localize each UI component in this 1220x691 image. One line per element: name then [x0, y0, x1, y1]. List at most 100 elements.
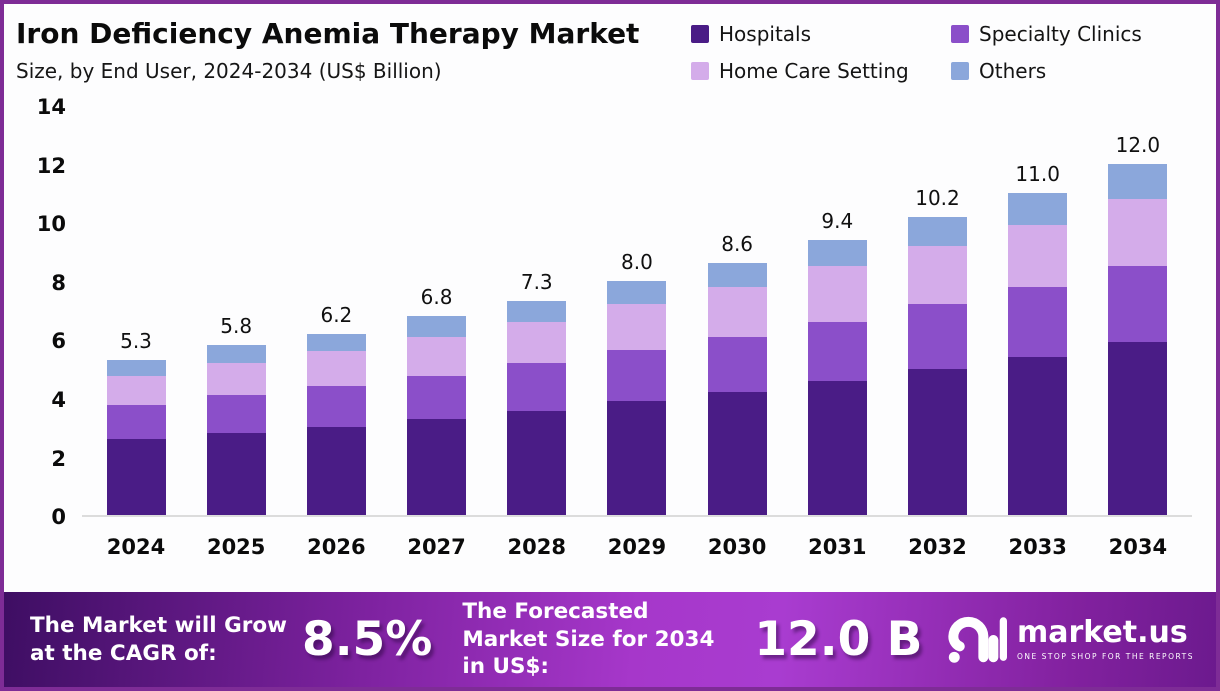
page-title: Iron Deficiency Anemia Therapy Market [16, 17, 640, 50]
x-axis-label: 2030 [707, 535, 767, 560]
x-axis-label: 2032 [908, 535, 967, 560]
segment-hospitals [206, 433, 266, 516]
y-tick-label: 14 [36, 95, 66, 120]
segment-home-care-setting [707, 286, 767, 337]
brand-logo: market.us ONE STOP SHOP FOR THE REPORTS [947, 613, 1198, 667]
segment-home-care-setting [1008, 225, 1068, 287]
page-subtitle: Size, by End User, 2024-2034 (US$ Billio… [16, 59, 442, 84]
bar-slot-2031: 9.4 [801, 208, 873, 516]
x-axis-label: 2024 [106, 535, 166, 560]
segment-hospitals [407, 418, 467, 516]
segment-home-care-setting [106, 376, 166, 406]
legend-label: Specialty Clinics [979, 22, 1142, 46]
segment-hospitals [908, 368, 967, 516]
forecast-label: The Forecasted Market Size for 2034 in U… [462, 598, 715, 680]
legend-item-others: Others [951, 59, 1196, 83]
x-axis-label: 2031 [808, 535, 867, 560]
segment-others [206, 345, 266, 363]
segment-specialty-clinics [707, 336, 767, 393]
cagr-value: 8.5% [302, 612, 433, 667]
market-us-logo-icon [948, 616, 1007, 663]
segment-hospitals [306, 427, 366, 516]
segment-home-care-setting [1108, 198, 1168, 267]
segment-others [607, 280, 667, 305]
segment-specialty-clinics [1008, 286, 1068, 358]
bar-2025 [206, 345, 266, 516]
segment-specialty-clinics [206, 395, 266, 434]
y-tick-label: 0 [51, 505, 66, 530]
legend-swatch [951, 62, 969, 80]
bar-2031 [807, 239, 867, 516]
bar-total-label: 8.0 [621, 249, 653, 274]
bar-slot-2027: 6.8 [401, 285, 473, 516]
footer-banner: The Market will Grow at the CAGR of: 8.5… [4, 592, 1216, 687]
bar-2024 [106, 360, 166, 516]
segment-specialty-clinics [908, 304, 967, 369]
legend: Hospitals Specialty Clinics Home Care Sett… [691, 22, 1196, 83]
segment-home-care-setting [407, 336, 467, 377]
bar-2026 [306, 333, 366, 516]
title-block: Iron Deficiency Anemia Therapy Market Si… [16, 17, 640, 84]
bar-slot-2030: 8.6 [701, 232, 773, 516]
legend-item-hospitals: Hospitals [691, 22, 951, 46]
legend-swatch [691, 62, 709, 80]
bar-2027 [407, 316, 467, 516]
segment-specialty-clinics [407, 376, 467, 419]
segment-hospitals [1008, 357, 1068, 516]
segment-hospitals [507, 411, 567, 516]
x-axis-label: 2033 [1008, 535, 1067, 560]
segment-home-care-setting [908, 245, 967, 305]
segment-hospitals [807, 380, 867, 516]
segment-others [1008, 193, 1068, 226]
legend-label: Others [979, 59, 1047, 83]
x-axis-label: 2034 [1108, 535, 1168, 560]
y-tick-label: 6 [51, 329, 66, 354]
x-axis-label: 2028 [507, 535, 566, 560]
bar-2030 [707, 263, 767, 516]
segment-specialty-clinics [106, 405, 166, 440]
bar-2034 [1108, 163, 1168, 516]
bar-slot-2024: 5.3 [100, 329, 172, 516]
bar-total-label: 5.8 [220, 314, 253, 339]
segment-hospitals [1108, 342, 1168, 516]
bar-2028 [507, 301, 567, 516]
segment-home-care-setting [507, 321, 567, 363]
segment-hospitals [106, 439, 166, 516]
segment-others [807, 239, 867, 267]
bar-slot-2033: 11.0 [1002, 162, 1074, 516]
bar-total-label: 8.6 [721, 232, 754, 257]
legend-item-specialty-clinics: Specialty Clinics [951, 22, 1196, 46]
segment-specialty-clinics [607, 349, 667, 401]
brand-text: market.us ONE STOP SHOP FOR THE REPORTS [1017, 618, 1194, 662]
bar-total-label: 12.0 [1115, 132, 1161, 157]
y-tick-label: 2 [51, 446, 66, 471]
bar-total-label: 10.2 [915, 185, 960, 210]
bar-2033 [1008, 193, 1068, 516]
segment-others [1108, 163, 1168, 199]
legend-swatch [951, 25, 969, 43]
cagr-label: The Market will Grow at the CAGR of: [30, 612, 287, 666]
y-tick-label: 8 [51, 270, 66, 295]
bar-slot-2026: 6.2 [300, 303, 372, 516]
segment-specialty-clinics [507, 362, 567, 412]
y-tick-label: 10 [36, 212, 66, 237]
legend-item-home-care-setting: Home Care Setting [691, 59, 951, 83]
y-tick-label: 4 [51, 388, 66, 413]
bar-total-label: 9.4 [821, 208, 854, 233]
segment-hospitals [707, 392, 767, 516]
legend-label: Home Care Setting [719, 59, 909, 83]
stacked-bar-chart: 5.3 5.8 6.2 6.8 7.3 8.0 8.6 9.4 10.2 11.0 12.0 202… [4, 83, 1216, 563]
bar-total-label: 5.3 [120, 329, 152, 354]
bar-slot-2032: 10.2 [902, 186, 974, 516]
segment-hospitals [607, 401, 667, 516]
segment-home-care-setting [607, 304, 667, 350]
plot-area: 5.3 5.8 6.2 6.8 7.3 8.0 8.6 9.4 10.2 11.0 12.0 [82, 107, 1192, 518]
header: Iron Deficiency Anemia Therapy Market Si… [4, 4, 1216, 83]
segment-others [908, 216, 967, 246]
x-axis-label: 2026 [307, 535, 366, 560]
segment-others [407, 316, 467, 337]
segment-others [106, 360, 166, 377]
bar-total-label: 6.2 [320, 302, 353, 327]
segment-home-care-setting [807, 266, 867, 322]
bar-total-label: 7.3 [520, 270, 553, 295]
